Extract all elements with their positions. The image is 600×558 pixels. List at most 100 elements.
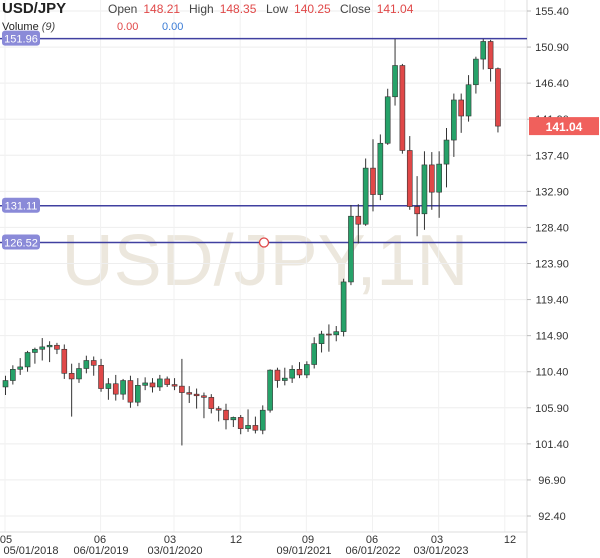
candle[interactable] — [54, 342, 60, 355]
candle[interactable] — [333, 326, 340, 342]
candle[interactable] — [230, 416, 237, 428]
candle[interactable] — [259, 405, 266, 435]
candle[interactable] — [458, 93, 465, 133]
candle[interactable] — [76, 362, 82, 383]
candle[interactable] — [421, 151, 428, 230]
candle[interactable] — [105, 378, 112, 400]
candle[interactable] — [340, 278, 347, 337]
candle[interactable] — [90, 356, 97, 376]
candle-body — [201, 395, 207, 398]
candle[interactable] — [348, 204, 354, 286]
candle[interactable] — [135, 378, 141, 407]
candle[interactable] — [39, 338, 46, 361]
candle[interactable] — [289, 365, 295, 383]
y-tick-label: 110.40 — [536, 367, 569, 379]
low-value: 140.25 — [294, 2, 331, 16]
candle[interactable] — [149, 378, 156, 393]
low-caption: Low — [266, 2, 289, 16]
candle[interactable] — [318, 330, 325, 353]
candle-body — [370, 167, 376, 195]
candle[interactable] — [473, 56, 479, 94]
y-tick-label: 105.90 — [535, 403, 569, 415]
x-date-label: 06/01/2022 — [345, 545, 400, 557]
candle-body — [120, 380, 126, 395]
symbol-label: USD/JPY — [2, 0, 67, 17]
candle[interactable] — [186, 386, 193, 403]
candle[interactable] — [215, 406, 222, 422]
open-value: 148.21 — [143, 2, 181, 16]
candle[interactable] — [428, 152, 435, 210]
candle[interactable] — [68, 363, 75, 417]
candle[interactable] — [245, 409, 251, 432]
candle-body — [414, 206, 420, 215]
candle[interactable] — [157, 374, 163, 391]
candle-body — [392, 65, 398, 98]
horizontal-line-label[interactable]: 126.52 — [2, 234, 40, 250]
candle[interactable] — [98, 358, 104, 392]
candle[interactable] — [267, 369, 273, 413]
candle[interactable] — [311, 337, 318, 369]
candle[interactable] — [112, 374, 119, 401]
candle[interactable] — [451, 93, 457, 157]
candle[interactable] — [355, 204, 362, 244]
candle[interactable] — [179, 358, 185, 446]
candle[interactable] — [414, 176, 420, 237]
candle[interactable] — [384, 88, 391, 145]
y-tick-label: 155.40 — [535, 6, 569, 18]
candle[interactable] — [164, 376, 170, 387]
candle[interactable] — [237, 415, 244, 435]
candle[interactable] — [296, 362, 303, 379]
candle[interactable] — [436, 151, 442, 218]
candle[interactable] — [120, 378, 126, 400]
candle-body — [208, 397, 215, 409]
candle[interactable] — [392, 39, 398, 106]
candle[interactable] — [142, 377, 148, 391]
candle[interactable] — [223, 403, 229, 430]
candle-body — [436, 163, 442, 193]
candle[interactable] — [2, 375, 9, 395]
candle[interactable] — [370, 139, 376, 212]
candle-body — [252, 425, 259, 431]
candle-body — [473, 58, 479, 86]
candle[interactable] — [17, 358, 24, 375]
candle[interactable] — [443, 128, 450, 188]
candle[interactable] — [46, 341, 53, 363]
open-label: Open 148.21 — [108, 2, 180, 16]
line-anchor-marker[interactable] — [258, 237, 270, 248]
candle[interactable] — [61, 344, 68, 379]
y-tick-label: 146.40 — [535, 78, 569, 90]
candle[interactable] — [362, 158, 369, 226]
candle-body — [274, 369, 281, 381]
candle[interactable] — [83, 355, 90, 374]
candle[interactable] — [252, 416, 259, 434]
candles — [2, 39, 501, 446]
candle[interactable] — [32, 347, 38, 364]
candle[interactable] — [487, 39, 494, 82]
candle[interactable] — [326, 324, 332, 352]
candle[interactable] — [281, 367, 288, 386]
candle[interactable] — [495, 67, 501, 133]
candle[interactable] — [208, 394, 215, 414]
horizontal-line-label[interactable]: 131.11 — [2, 197, 40, 213]
candle-body — [311, 343, 318, 365]
candle[interactable] — [465, 75, 472, 122]
candle-body — [348, 215, 354, 283]
candle[interactable] — [24, 350, 31, 372]
horizontal-line-label-text: 151.96 — [4, 34, 38, 46]
horizontal-line-label[interactable]: 151.96 — [2, 30, 40, 46]
candle[interactable] — [274, 367, 281, 388]
candle-body — [428, 164, 435, 193]
candle[interactable] — [171, 378, 178, 391]
candle-body — [61, 348, 68, 374]
candle[interactable] — [127, 375, 134, 408]
candle[interactable] — [480, 39, 487, 70]
candle[interactable] — [193, 388, 200, 409]
candle[interactable] — [406, 136, 413, 210]
candle[interactable] — [201, 392, 207, 419]
candle[interactable] — [377, 134, 384, 201]
candle[interactable] — [304, 361, 310, 379]
candle[interactable] — [399, 63, 406, 154]
candle[interactable] — [10, 365, 16, 385]
